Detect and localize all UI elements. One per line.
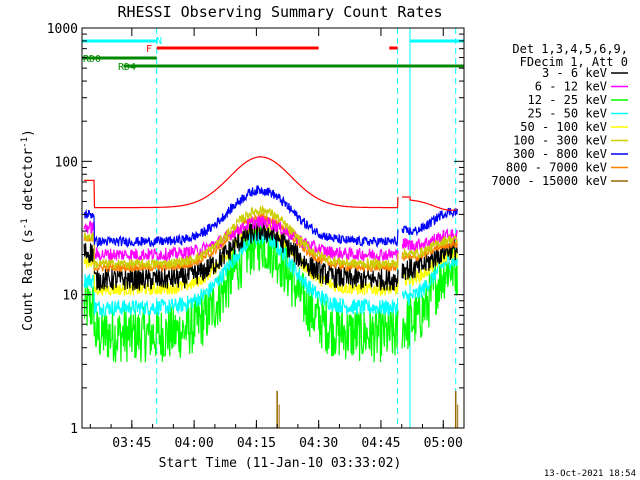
- y-tick-label: 10: [62, 289, 78, 304]
- legend-header-line1: Det 1,3,4,5,6,9,: [512, 42, 628, 56]
- legend-label: 25 - 50 keV: [528, 107, 607, 121]
- series-line-red-curve: [84, 156, 458, 211]
- flag-label-f: F: [146, 44, 152, 55]
- series-line-100-300-kev: [83, 205, 458, 271]
- x-tick-label: 05:00: [424, 436, 463, 451]
- plot-frame: [81, 27, 465, 429]
- x-tick-label: 04:30: [299, 436, 338, 451]
- y-tick-label: 1000: [47, 22, 78, 37]
- x-axis-ticks: 03:45 04:00 04:15 04:30 04:45 05:00: [89, 28, 463, 451]
- x-tick-label: 04:45: [361, 436, 400, 451]
- flag-label-rd4: RD4: [118, 62, 136, 73]
- flag-label-rd0: RD0: [83, 54, 101, 65]
- footer-timestamp: 13-Oct-2021 18:54: [544, 469, 636, 479]
- chart-title: RHESSI Observing Summary Count Rates: [117, 3, 442, 21]
- legend-label: 6 - 12 keV: [535, 80, 607, 94]
- legend-label: 300 - 800 keV: [513, 147, 607, 161]
- x-tick-label: 04:15: [237, 436, 276, 451]
- legend-label: 7000 - 15000 keV: [491, 174, 607, 188]
- y-tick-label: 1: [70, 422, 78, 437]
- legend-label: 50 - 100 keV: [520, 120, 607, 134]
- plot-area: NF RD0 RD4: [82, 28, 464, 428]
- x-axis-label: Start Time (11-Jan-10 03:33:02): [159, 456, 402, 471]
- legend-label: 800 - 7000 keV: [506, 161, 607, 175]
- series-line-3-6-kev: [83, 218, 458, 291]
- legend-header-line2: FDecim 1, Att 0: [520, 55, 628, 69]
- series-line-6-12-kev: [83, 215, 458, 263]
- legend-label: 3 - 6 keV: [542, 66, 607, 80]
- legend-label: 100 - 300 keV: [513, 134, 607, 148]
- x-tick-label: 03:45: [112, 436, 151, 451]
- y-axis-ticks: 1 10 100 1000: [47, 22, 464, 437]
- y-axis-label: Count Rate (s-1 detector-1): [20, 129, 36, 331]
- legend: Det 1,3,4,5,6,9, FDecim 1, Att 0 3 - 6 k…: [491, 42, 628, 188]
- y-tick-label: 100: [55, 155, 78, 170]
- series-line-12-25-kev: [83, 217, 458, 363]
- x-tick-label: 04:00: [175, 436, 214, 451]
- flag-label-n: N: [156, 36, 162, 47]
- legend-label: 12 - 25 keV: [528, 93, 607, 107]
